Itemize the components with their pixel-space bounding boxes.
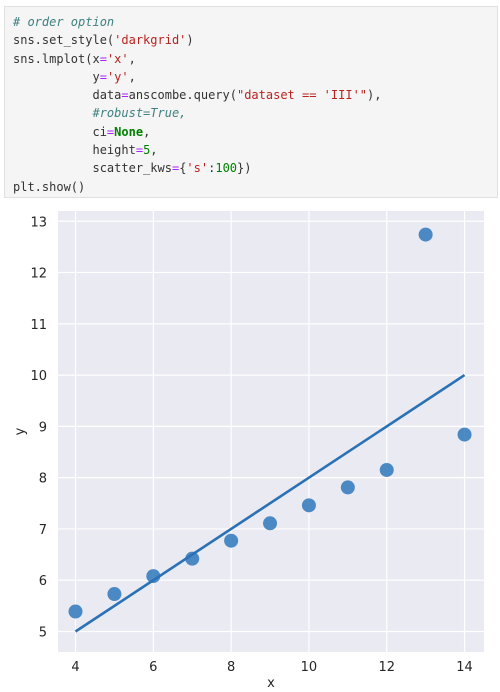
code-token: anscombe.query( [128,88,237,103]
code-token: ci [13,124,107,139]
code-token: 'darkgrid' [114,33,187,48]
code-token: = [99,69,107,84]
data-point [418,227,433,242]
y-tick-label: 6 [39,574,47,589]
code-token: data [13,88,122,103]
code-line: #robust=True, [13,104,497,122]
y-tick-label: 8 [39,472,47,487]
code-token: 'y' [106,69,129,84]
data-point [146,569,161,584]
code-token: 's' [186,161,209,176]
data-point [263,516,278,531]
y-tick-label: 13 [30,215,47,230]
x-tick-label: 6 [149,660,157,675]
data-point [185,551,200,566]
x-axis-label: x [267,676,275,691]
code-token: scatter_kws [13,161,172,176]
code-line: sns.set_style('darkgrid') [13,31,497,49]
code-token: #robust=True, [13,106,187,121]
code-token: sns.lmplot(x [13,51,100,66]
x-tick-label: 4 [71,660,79,675]
y-axis-label: y [13,427,28,435]
y-tick-label: 11 [30,318,47,333]
data-point [301,498,316,513]
x-tick-label: 14 [456,660,473,675]
data-point [340,480,355,495]
code-token: }) [237,161,252,176]
code-token: height [13,143,136,158]
code-token: plt.show() [13,179,86,194]
y-tick-label: 9 [39,420,47,435]
code-token: 'x' [106,51,129,66]
x-tick-label: 12 [378,660,395,675]
code-line: data=anscombe.query("dataset == 'III'"), [13,86,497,104]
code-line: # order option [13,13,497,31]
plot-background [58,211,484,652]
code-line: scatter_kws={'s':100}) [13,159,497,177]
y-tick-label: 5 [39,625,47,640]
code-token: = [171,161,180,176]
code-token: 5 [143,143,151,158]
data-point [457,427,472,442]
data-point [107,587,122,602]
data-point [68,604,83,619]
code-line: sns.lmplot(x='x', [13,50,497,68]
code-token: , [128,51,136,66]
scatter-chart: 4 6 8 10 12 14 5 6 7 8 9 10 11 12 13 x y [13,211,484,691]
x-tick-label: 8 [227,660,235,675]
code-token: ), [367,88,382,103]
y-tick-label: 7 [39,523,47,538]
code-token: 100 [215,161,238,176]
code-token: # order option [13,15,115,29]
code-line: y='y', [13,68,497,86]
code-token: , [128,69,136,84]
code-line: ci=None, [13,123,497,141]
y-tick-label: 10 [30,369,47,384]
code-token: = [135,143,144,158]
code-token: sns.set_style( [13,33,115,48]
code-line: height=5, [13,141,497,159]
code-token: = [99,51,107,66]
code-token: = [121,88,129,103]
code-token: None [114,124,144,139]
code-token: "dataset == 'III'" [236,88,368,103]
code-cell[interactable]: # order option sns.set_style('darkgrid') s… [4,6,498,198]
code-token: ) [186,33,194,48]
regression-line [74,374,466,633]
data-point [224,533,239,548]
code-token: , [143,124,151,139]
data-point [379,462,394,477]
code-token: { [179,161,187,176]
code-token: = [106,124,115,139]
code-token: y [13,69,100,84]
x-tick-label: 10 [301,660,318,675]
code-token: : [208,161,216,176]
y-tick-label: 12 [30,267,47,282]
code-line: plt.show() [13,178,497,196]
code-token: , [150,143,158,158]
